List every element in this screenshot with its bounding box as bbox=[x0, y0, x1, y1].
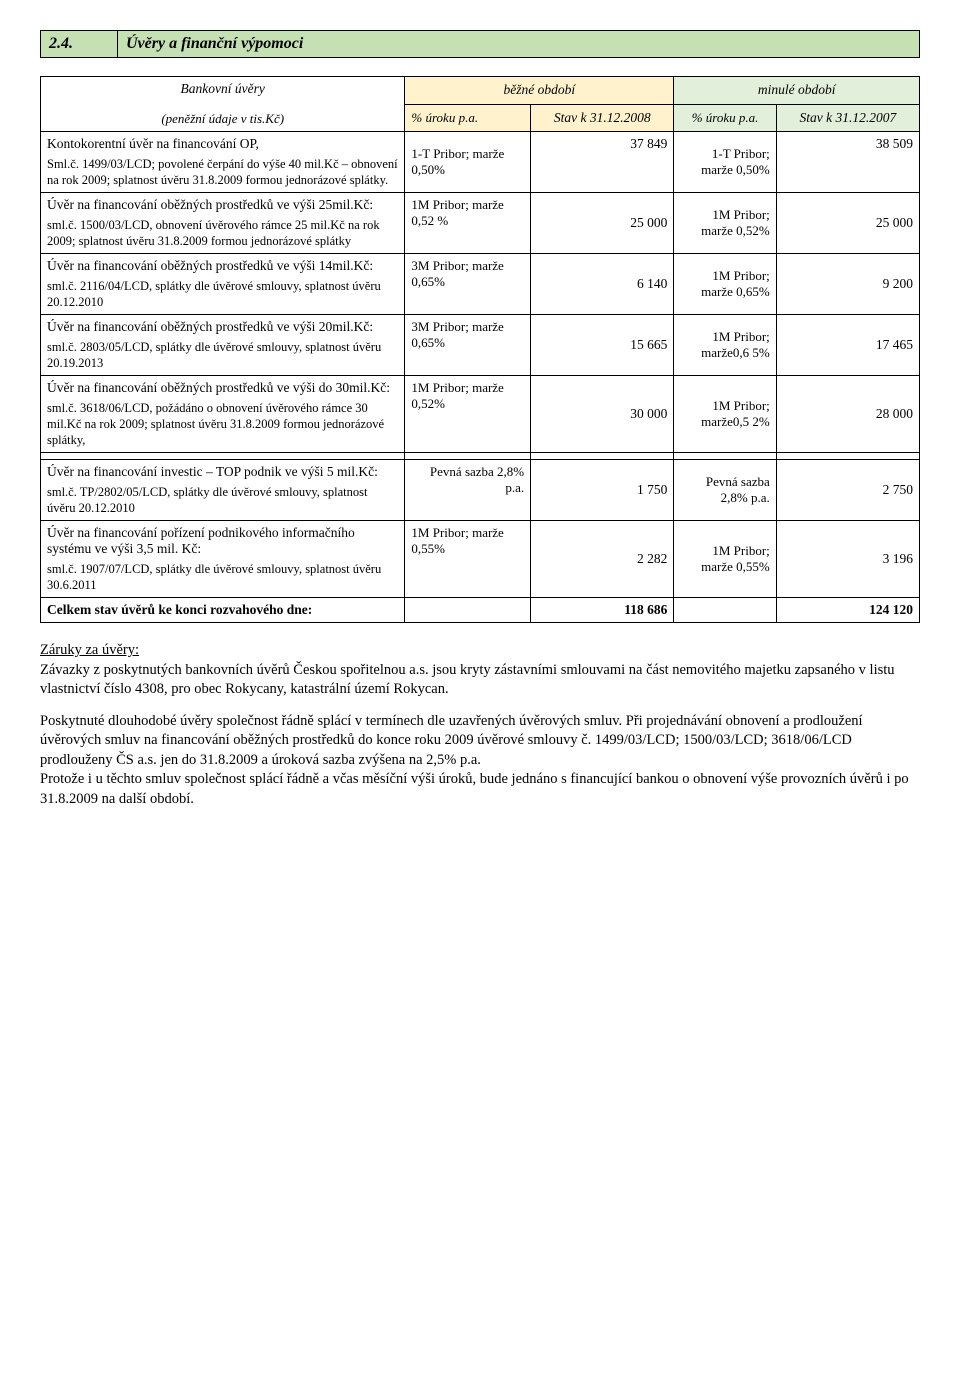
loan-title: Kontokorentní úvěr na financování OP, bbox=[47, 136, 398, 152]
table-row: Úvěr na financování investic – TOP podni… bbox=[41, 460, 920, 521]
loan-sub: sml.č. 1500/03/LCD, obnovení úvěrového r… bbox=[47, 218, 380, 248]
header-current-period: běžné období bbox=[405, 77, 674, 105]
total-label: Celkem stav úvěrů ke konci rozvahového d… bbox=[41, 598, 405, 623]
loan-title: Úvěr na financování oběžných prostředků … bbox=[47, 380, 398, 396]
loan-rate2: Pevná sazba 2,8% p.a. bbox=[674, 460, 776, 521]
loan-val2: 2 750 bbox=[776, 460, 919, 521]
loan-val2: 3 196 bbox=[776, 521, 919, 598]
header-stav1: Stav k 31.12.2008 bbox=[531, 104, 674, 132]
table-row: Úvěr na financování pořízení podnikového… bbox=[41, 521, 920, 598]
table-row: Kontokorentní úvěr na financování OP, Sm… bbox=[41, 132, 920, 193]
loan-title: Úvěr na financování oběžných prostředků … bbox=[47, 197, 398, 213]
loan-sub: sml.č. 1907/07/LCD, splátky dle úvěrové … bbox=[47, 562, 381, 592]
loan-val: 15 665 bbox=[531, 315, 674, 376]
loan-val: 30 000 bbox=[531, 376, 674, 453]
loan-rate: 1M Pribor; marže 0,52 % bbox=[405, 193, 531, 254]
loan-val: 37 849 bbox=[531, 132, 674, 193]
loan-sub: sml.č. TP/2802/05/LCD, splátky dle úvěro… bbox=[47, 485, 367, 515]
loan-val2: 17 465 bbox=[776, 315, 919, 376]
total-val: 118 686 bbox=[531, 598, 674, 623]
paragraph-2: Poskytnuté dlouhodobé úvěry společnost ř… bbox=[40, 713, 863, 768]
table-row: Úvěr na financování oběžných prostředků … bbox=[41, 315, 920, 376]
loan-rate: 3M Pribor; marže 0,65% bbox=[405, 254, 531, 315]
loan-rate: 1M Pribor; marže 0,55% bbox=[405, 521, 531, 598]
loan-val: 6 140 bbox=[531, 254, 674, 315]
loan-rate: 3M Pribor; marže 0,65% bbox=[405, 315, 531, 376]
loan-title: Úvěr na financování oběžných prostředků … bbox=[47, 319, 398, 335]
section-header: 2.4. Úvěry a finanční výpomoci bbox=[40, 30, 920, 58]
header-rate2: % úroku p.a. bbox=[674, 104, 776, 132]
loan-val2: 38 509 bbox=[776, 132, 919, 193]
loan-rate2: 1M Pribor; marže0,6 5% bbox=[674, 315, 776, 376]
loan-rate2: 1M Pribor; marže 0,65% bbox=[674, 254, 776, 315]
loan-rate: 1-T Pribor; marže 0,50% bbox=[405, 132, 531, 193]
loan-val: 25 000 bbox=[531, 193, 674, 254]
header-prev-period: minulé období bbox=[674, 77, 920, 105]
loan-title: Úvěr na financování investic – TOP podni… bbox=[47, 464, 398, 480]
header-rate: % úroku p.a. bbox=[405, 104, 531, 132]
section-number: 2.4. bbox=[41, 31, 118, 57]
zaruky-heading: Záruky za úvěry: bbox=[40, 642, 139, 658]
header-bank-loans: Bankovní úvěry bbox=[47, 81, 398, 97]
loan-sub: sml.č. 2116/04/LCD, splátky dle úvěrové … bbox=[47, 279, 381, 309]
loan-val2: 25 000 bbox=[776, 193, 919, 254]
loan-sub: sml.č. 2803/05/LCD, splátky dle úvěrové … bbox=[47, 340, 381, 370]
loan-rate2: 1M Pribor; marže0,5 2% bbox=[674, 376, 776, 453]
paragraph-3: Protože i u těchto smluv společnost splá… bbox=[40, 771, 909, 807]
header-units: (peněžní údaje v tis.Kč) bbox=[47, 111, 398, 127]
zaruky-text: Závazky z poskytnutých bankovních úvěrů … bbox=[40, 662, 895, 698]
loan-rate: Pevná sazba 2,8% p.a. bbox=[405, 460, 531, 521]
loan-sub: Sml.č. 1499/03/LCD; povolené čerpání do … bbox=[47, 157, 398, 187]
loan-title: Úvěr na financování pořízení podnikového… bbox=[47, 525, 398, 557]
loan-rate2: 1M Pribor; marže 0,55% bbox=[674, 521, 776, 598]
loans-table: Bankovní úvěry (peněžní údaje v tis.Kč) … bbox=[40, 76, 920, 623]
loan-rate2: 1M Pribor; marže 0,52% bbox=[674, 193, 776, 254]
section-title: Úvěry a finanční výpomoci bbox=[118, 31, 919, 57]
table-row: Úvěr na financování oběžných prostředků … bbox=[41, 376, 920, 453]
table-row: Úvěr na financování oběžných prostředků … bbox=[41, 193, 920, 254]
loan-title: Úvěr na financování oběžných prostředků … bbox=[47, 258, 398, 274]
separator-row bbox=[41, 453, 920, 460]
total-row: Celkem stav úvěrů ke konci rozvahového d… bbox=[41, 598, 920, 623]
total-val2: 124 120 bbox=[776, 598, 919, 623]
loan-val2: 28 000 bbox=[776, 376, 919, 453]
loan-rate: 1M Pribor; marže 0,52% bbox=[405, 376, 531, 453]
loan-val: 1 750 bbox=[531, 460, 674, 521]
loan-rate2: 1-T Pribor; marže 0,50% bbox=[674, 132, 776, 193]
header-stav2: Stav k 31.12.2007 bbox=[776, 104, 919, 132]
loan-val2: 9 200 bbox=[776, 254, 919, 315]
body-text: Záruky za úvěry: Závazky z poskytnutých … bbox=[40, 641, 920, 810]
loan-val: 2 282 bbox=[531, 521, 674, 598]
loan-sub: sml.č. 3618/06/LCD, požádáno o obnovení … bbox=[47, 401, 384, 447]
table-row: Úvěr na financování oběžných prostředků … bbox=[41, 254, 920, 315]
